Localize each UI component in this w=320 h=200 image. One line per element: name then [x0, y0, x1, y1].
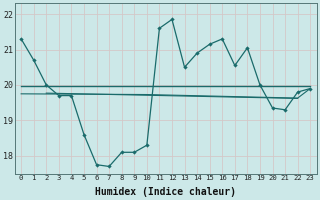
X-axis label: Humidex (Indice chaleur): Humidex (Indice chaleur) — [95, 186, 236, 197]
